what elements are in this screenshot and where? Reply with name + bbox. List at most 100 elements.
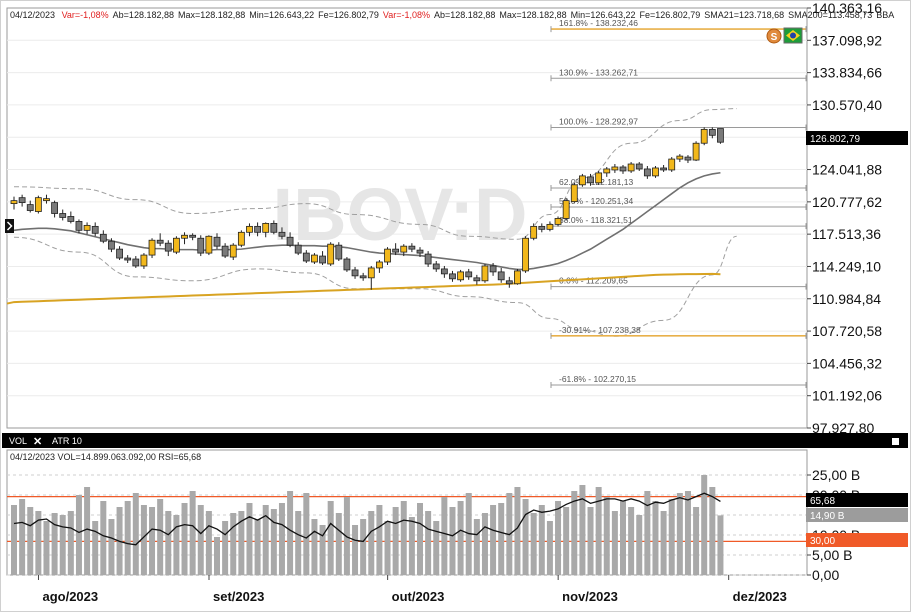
candle-body-up [700, 128, 708, 144]
rsi-path [13, 492, 721, 546]
candle-body-down [424, 253, 432, 265]
candle-body-down [99, 233, 107, 242]
candle [375, 260, 383, 273]
candle [522, 236, 529, 273]
tab-vol[interactable]: VOL [9, 436, 27, 446]
candle-body-down [619, 166, 627, 172]
fib-label: 38.0% - 118.321,51 [559, 215, 633, 225]
candle-body-down [660, 167, 667, 171]
candle-body-up [668, 158, 676, 171]
candle-body-down [708, 128, 716, 136]
header-item-7: Max=128.182,88 [499, 10, 566, 20]
candle [554, 216, 562, 227]
candle [505, 276, 513, 288]
candle [99, 230, 107, 244]
candle [205, 235, 213, 256]
candle [514, 268, 521, 285]
volume-bar [587, 507, 594, 575]
header-item-0: Var=-1,08% [62, 10, 109, 20]
volume-bar [43, 521, 50, 575]
close-icon[interactable]: ✕ [33, 436, 42, 448]
price-panel[interactable]: IBOV:D 161.8% - 138.232,46 130.9% - 133.2… [5, 0, 908, 436]
candle [635, 162, 643, 171]
candle [546, 221, 554, 232]
price-tick-label: 120.777,62 [812, 194, 882, 210]
volume-bar [563, 507, 570, 575]
volume-bar [514, 487, 521, 575]
tab-atr[interactable]: ATR 10 [52, 436, 82, 446]
volume-bar [157, 499, 164, 575]
candle [684, 155, 692, 164]
price-tick-label: 97.927,80 [812, 420, 874, 436]
candle-body-up [10, 200, 18, 205]
candle [51, 200, 58, 218]
candle [26, 200, 34, 213]
header-item-10: SMA21=123.718,68 [704, 10, 784, 20]
volume-bar [19, 499, 26, 575]
volume-bar [197, 505, 204, 575]
volume-value-box: 14,90 B [806, 508, 908, 522]
maximize-icon[interactable] [892, 438, 899, 445]
candle-body-down [343, 258, 351, 271]
candle-body-up [514, 270, 521, 285]
volume-bar [108, 519, 115, 575]
candle [75, 219, 83, 234]
candle [254, 222, 262, 237]
volume-bar [555, 501, 562, 575]
candle [676, 154, 684, 163]
candle-body-down [254, 225, 262, 233]
candle-body-down [59, 213, 67, 218]
candle-body-up [627, 163, 635, 172]
price-tag-box [806, 131, 908, 145]
price-tick-label: 104.456,32 [812, 355, 882, 371]
candle [335, 242, 343, 262]
candle [497, 267, 505, 283]
candle [611, 164, 619, 173]
candle-body-down [164, 242, 172, 252]
price-tick-label: 114.249,10 [812, 258, 881, 274]
candle [197, 235, 205, 257]
volume-bar [652, 501, 659, 575]
time-tick-label: ago/2023 [42, 589, 98, 604]
volume-bar [579, 485, 586, 575]
candle-body-down [67, 216, 75, 222]
header-item-2: Max=128.182,88 [178, 10, 245, 20]
candle-body-up [83, 224, 91, 231]
candle-body-down [319, 255, 326, 264]
volume-bar [530, 513, 537, 575]
candle-body-up [148, 239, 156, 256]
volume-panel-tabbar [2, 433, 908, 448]
volume-panel[interactable]: VOL ✕ ATR 10 04/12/2023 VOL=14.899.063.0… [2, 433, 908, 583]
rsi-value-box: 65,68 [806, 493, 908, 507]
candle [603, 166, 611, 177]
candle [708, 127, 716, 139]
candle [91, 222, 99, 237]
price-tick-label: 101.192,06 [812, 388, 882, 404]
candle-body-up [375, 261, 383, 269]
candle [189, 233, 197, 241]
volume-bar [295, 511, 302, 575]
candle [465, 268, 473, 280]
candle [489, 262, 497, 276]
volume-bar [173, 515, 180, 575]
price-tick-label: 117.513,36 [812, 226, 881, 242]
brazil-flag-icon[interactable] [783, 27, 803, 44]
candle-body-up [34, 197, 42, 212]
candle [473, 274, 481, 285]
candle [213, 233, 221, 250]
candle [10, 196, 18, 210]
panel-resize-handle[interactable] [5, 219, 14, 233]
s-circle-icon[interactable]: S [766, 28, 782, 44]
volume-bar [546, 521, 553, 575]
volume-bar [644, 491, 651, 575]
volume-bars [11, 475, 724, 575]
candle [351, 266, 359, 279]
fib-label: 161.8% - 138.232,46 [559, 18, 638, 28]
volume-bar [132, 493, 139, 575]
volume-bar [181, 503, 188, 575]
candle-body-up [311, 254, 318, 263]
volume-bar [400, 501, 407, 575]
volume-bar [490, 505, 497, 575]
price-tick-label: 130.570,40 [812, 97, 882, 113]
